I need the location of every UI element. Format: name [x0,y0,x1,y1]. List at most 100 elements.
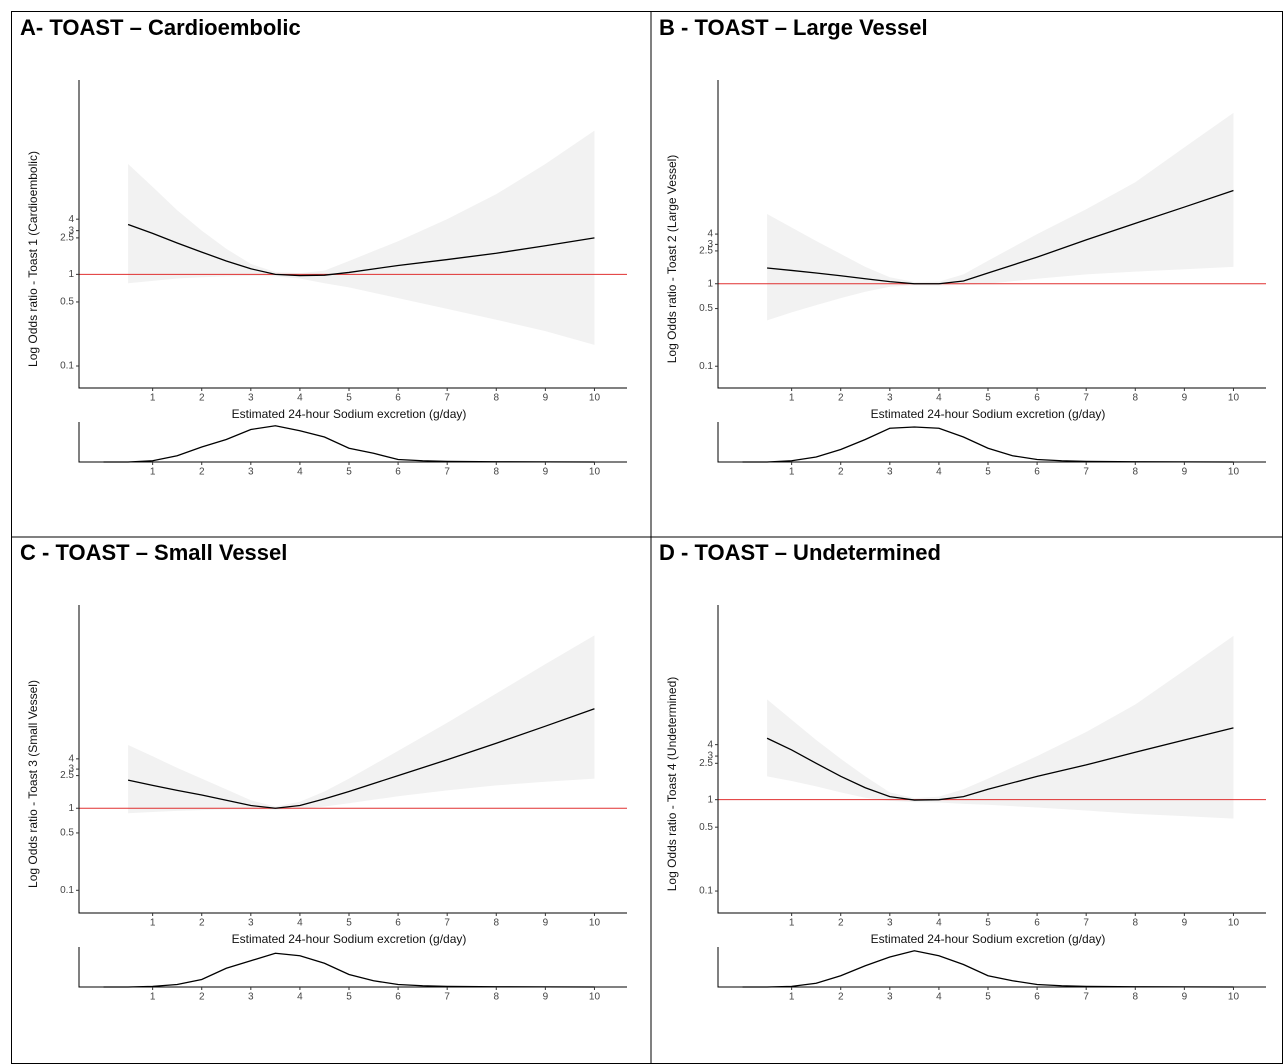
x-tick-label: 2 [199,467,205,478]
x-tick-label: 4 [936,918,942,929]
x-tick-label: 3 [887,467,893,478]
x-tick-label: 6 [395,992,401,1003]
x-tick-label: 10 [1228,918,1240,929]
x-tick-label: 7 [1083,918,1089,929]
x-tick-label: 2 [838,992,844,1003]
x-tick-label: 1 [789,918,795,929]
y-tick-label: 0.5 [60,828,74,839]
y-axis-label: Log Odds ratio - Toast 1 (Cardioembolic) [26,151,40,367]
x-tick-label: 5 [346,918,352,929]
y-tick-label: 0.1 [60,885,74,896]
x-tick-label: 6 [395,467,401,478]
x-tick-label: 8 [1132,918,1138,929]
x-tick-label: 6 [1034,467,1040,478]
y-tick-label: 0.5 [60,297,74,308]
axis [717,947,1266,988]
y-tick-label: 0.1 [699,361,713,372]
x-tick-label: 9 [543,393,549,404]
x-tick-label: 3 [248,467,254,478]
x-tick-label: 4 [297,467,303,478]
x-axis-label: Estimated 24-hour Sodium excretion (g/da… [871,932,1106,946]
axis [717,80,1266,389]
x-tick-label: 3 [248,992,254,1003]
x-axis-label: Estimated 24-hour Sodium excretion (g/da… [871,407,1106,421]
x-tick-label: 5 [985,467,991,478]
axis [78,605,627,914]
y-tick-label: 1 [707,278,713,289]
confidence-band [767,635,1234,819]
x-tick-label: 6 [1034,992,1040,1003]
y-tick-label: 2.5 [60,233,74,244]
axis [78,947,627,988]
panel-title: C - TOAST – Small Vessel [20,540,287,565]
x-tick-label: 10 [589,467,601,478]
density-line [742,950,1234,988]
density-line [742,426,1234,463]
y-tick-label: 1 [68,269,74,280]
y-tick-label: 0.5 [699,303,713,314]
x-tick-label: 7 [1083,467,1089,478]
x-tick-label: 8 [1132,992,1138,1003]
x-tick-label: 3 [248,918,254,929]
y-tick-label: 2.5 [699,246,713,257]
panel-title: D - TOAST – Undetermined [659,540,941,565]
x-tick-label: 9 [543,992,549,1003]
axis [78,422,627,463]
x-tick-label: 5 [985,918,991,929]
x-axis-label: Estimated 24-hour Sodium excretion (g/da… [232,407,467,421]
y-tick-label: 0.1 [60,361,74,372]
x-tick-label: 10 [589,992,601,1003]
axis [78,80,627,389]
y-axis-label: Log Odds ratio - Toast 3 (Small Vessel) [26,680,40,888]
y-tick-label: 0.1 [699,886,713,897]
confidence-band [128,130,595,345]
confidence-band [128,635,595,814]
x-tick-label: 1 [789,393,795,404]
y-tick-label: 4 [707,229,713,240]
x-tick-label: 9 [1182,992,1188,1003]
x-tick-label: 7 [444,393,450,404]
x-tick-label: 1 [150,992,156,1003]
panel-title: B - TOAST – Large Vessel [659,15,928,40]
x-tick-label: 6 [1034,393,1040,404]
x-tick-label: 6 [1034,918,1040,929]
axis [717,605,1266,914]
y-tick-label: 4 [68,214,74,225]
x-tick-label: 10 [1228,467,1240,478]
x-tick-label: 2 [838,918,844,929]
x-tick-label: 5 [346,992,352,1003]
x-tick-label: 8 [1132,467,1138,478]
x-tick-label: 8 [493,393,499,404]
x-tick-label: 2 [199,393,205,404]
x-tick-label: 4 [936,467,942,478]
y-tick-label: 1 [68,803,74,814]
x-tick-label: 7 [444,918,450,929]
y-tick-label: 3 [68,225,74,236]
x-tick-label: 5 [985,992,991,1003]
x-tick-label: 4 [936,992,942,1003]
x-tick-label: 10 [589,918,601,929]
x-tick-label: 7 [444,467,450,478]
x-tick-label: 9 [1182,918,1188,929]
y-tick-label: 4 [68,753,74,764]
density-line [103,952,595,988]
x-tick-label: 2 [199,992,205,1003]
confidence-band [767,112,1234,321]
estimate-line [127,708,595,809]
y-tick-label: 2.5 [60,770,74,781]
x-tick-label: 1 [789,992,795,1003]
x-tick-label: 1 [789,467,795,478]
x-tick-label: 10 [1228,393,1240,404]
x-tick-label: 3 [887,393,893,404]
x-tick-label: 9 [1182,467,1188,478]
x-tick-label: 6 [395,393,401,404]
x-tick-label: 5 [346,467,352,478]
x-tick-label: 10 [589,393,601,404]
x-tick-label: 1 [150,393,156,404]
x-tick-label: 1 [150,918,156,929]
estimate-line [766,727,1234,801]
x-tick-label: 7 [444,992,450,1003]
estimate-line [127,223,595,277]
y-tick-label: 2.5 [699,758,713,769]
y-tick-label: 3 [707,751,713,762]
